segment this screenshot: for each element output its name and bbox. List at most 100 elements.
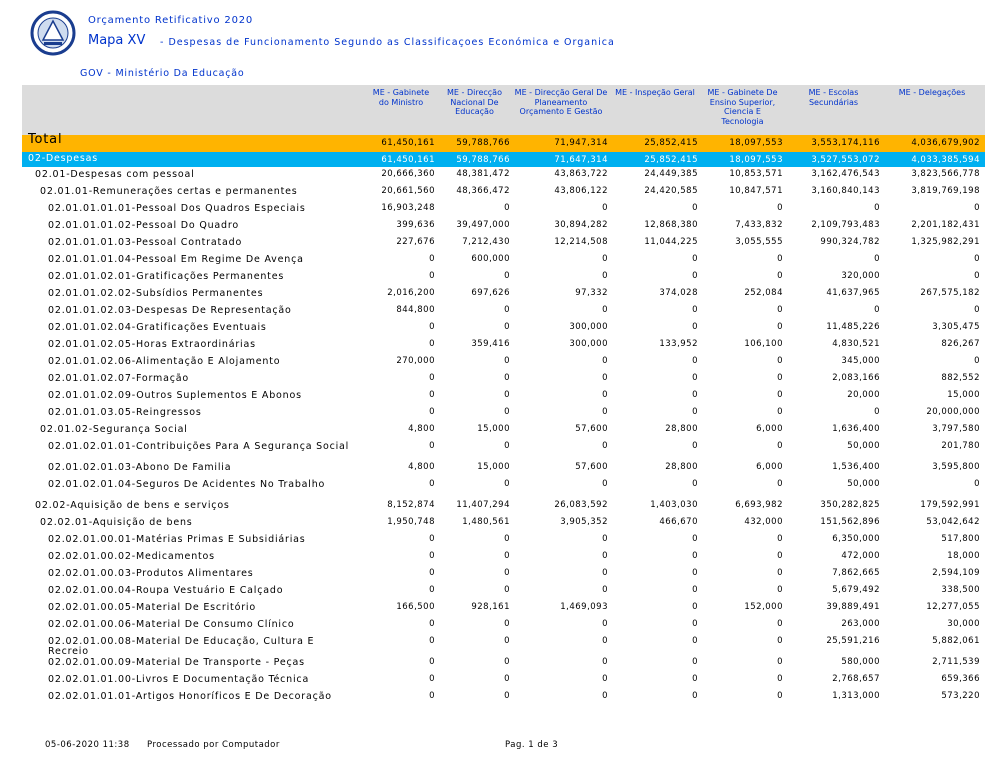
table-row: 02.02.01.00.09-Material De Transporte - … <box>22 655 985 672</box>
cell-value: 6,000 <box>756 424 783 434</box>
cell-value: 0 <box>777 657 783 667</box>
row-label: Total <box>28 132 63 147</box>
cell-value: 0 <box>602 568 608 578</box>
cell-value: 48,366,472 <box>456 186 510 196</box>
cell-value: 0 <box>692 568 698 578</box>
row-label: 02.02.01.00.01-Matérias Primas E Subsidi… <box>48 534 306 545</box>
cell-value: 0 <box>692 657 698 667</box>
cell-value: 600,000 <box>471 254 510 264</box>
row-label: 02.01.01.02.04-Gratificações Eventuais <box>48 322 267 333</box>
row-label: 02.01-Despesas com pessoal <box>35 169 195 180</box>
table-row: 02.01.01-Remunerações certas e permanent… <box>22 184 985 201</box>
cell-value: 24,449,385 <box>644 169 698 179</box>
cell-value: 57,600 <box>575 462 608 472</box>
cell-value: 573,220 <box>941 691 980 701</box>
table-row: 02.02.01.00.05-Material De Escritório 166… <box>22 600 985 617</box>
cell-value: 0 <box>504 657 510 667</box>
cell-value: 0 <box>504 407 510 417</box>
cell-value: 0 <box>777 568 783 578</box>
cell-value: 0 <box>429 534 435 544</box>
table-row: 02.01.01.01.02-Pessoal Do Quadro 399,636 3… <box>22 218 985 235</box>
cell-value: 320,000 <box>841 271 880 281</box>
table-row: 02.02.01-Aquisição de bens 1,950,748 1,480… <box>22 515 985 532</box>
cell-value: 0 <box>874 305 880 315</box>
cell-value: 844,800 <box>396 305 435 315</box>
cell-value: 8,152,874 <box>387 500 435 510</box>
cell-value: 0 <box>602 585 608 595</box>
cell-value: 4,033,385,594 <box>911 155 980 165</box>
cell-value: 59,788,766 <box>456 155 510 165</box>
cell-value: 0 <box>504 479 510 489</box>
report-title: Mapa XV <box>88 33 146 48</box>
row-label: 02.02.01-Aquisição de bens <box>40 517 193 528</box>
cell-value: 0 <box>777 691 783 701</box>
table-row: 02.01.02.01.01-Contribuições Para A Segu… <box>22 439 985 460</box>
cell-value: 0 <box>602 390 608 400</box>
cell-value: 0 <box>777 305 783 315</box>
cell-value: 399,636 <box>396 220 435 230</box>
cell-value: 2,594,109 <box>932 568 980 578</box>
cell-value: 7,212,430 <box>462 237 510 247</box>
cell-value: 30,000 <box>947 619 980 629</box>
cell-value: 3,905,352 <box>560 517 608 527</box>
cell-value: 0 <box>602 271 608 281</box>
cell-value: 25,852,415 <box>644 155 698 165</box>
cell-value: 15,000 <box>947 390 980 400</box>
row-label: 02.01.01.02.01-Gratificações Permanentes <box>48 271 285 282</box>
cell-value: 0 <box>692 390 698 400</box>
cell-value: 0 <box>777 441 783 451</box>
cell-value: 26,083,592 <box>554 500 608 510</box>
row-label: 02.01.01.02.03-Despesas De Representação <box>48 305 292 316</box>
cell-value: 0 <box>692 619 698 629</box>
row-label: 02.01.02.01.03-Abono De Familia <box>48 462 232 473</box>
cell-value: 0 <box>692 674 698 684</box>
cell-value: 5,679,492 <box>832 585 880 595</box>
table-row: 02.02-Aquisição de bens e serviços 8,152,… <box>22 498 985 515</box>
table-row: 02.01.01.01.03-Pessoal Contratado 227,676… <box>22 235 985 252</box>
cell-value: 1,480,561 <box>462 517 510 527</box>
cell-value: 4,036,679,902 <box>911 138 980 148</box>
footer-processed: Processado por Computador <box>147 740 280 750</box>
cell-value: 0 <box>602 551 608 561</box>
report-line: Orçamento Retificativo 2020 <box>88 15 254 26</box>
cell-value: 0 <box>777 322 783 332</box>
cell-value: 3,055,555 <box>735 237 783 247</box>
table-row: 02.02.01.00.04-Roupa Vestuário E Calçado… <box>22 583 985 600</box>
cell-value: 517,800 <box>941 534 980 544</box>
cell-value: 0 <box>974 305 980 315</box>
cell-value: 50,000 <box>847 479 880 489</box>
cell-value: 0 <box>504 390 510 400</box>
cell-value: 0 <box>504 203 510 213</box>
cell-value: 0 <box>692 479 698 489</box>
cell-value: 882,552 <box>941 373 980 383</box>
cell-value: 1,325,982,291 <box>911 237 980 247</box>
cell-value: 0 <box>504 441 510 451</box>
cell-value: 0 <box>602 373 608 383</box>
cell-value: 0 <box>692 691 698 701</box>
cell-value: 53,042,642 <box>926 517 980 527</box>
row-label: 02.02.01.00.04-Roupa Vestuário E Calçado <box>48 585 284 596</box>
cell-value: 0 <box>429 271 435 281</box>
cell-value: 30,894,282 <box>554 220 608 230</box>
cell-value: 18,097,553 <box>729 138 783 148</box>
cell-value: 18,097,553 <box>729 155 783 165</box>
cell-value: 0 <box>777 390 783 400</box>
cell-value: 0 <box>602 636 608 646</box>
cell-value: 0 <box>777 203 783 213</box>
cell-value: 0 <box>504 585 510 595</box>
cell-value: 0 <box>602 674 608 684</box>
cell-value: 0 <box>429 441 435 451</box>
cell-value: 71,647,314 <box>554 155 608 165</box>
cell-value: 3,595,800 <box>932 462 980 472</box>
cell-value: 2,201,182,431 <box>911 220 980 230</box>
cell-value: 466,670 <box>659 517 698 527</box>
cell-value: 0 <box>429 322 435 332</box>
cell-value: 0 <box>692 602 698 612</box>
cell-value: 0 <box>602 441 608 451</box>
cell-value: 0 <box>692 254 698 264</box>
cell-value: 0 <box>504 271 510 281</box>
cell-value: 28,800 <box>665 424 698 434</box>
cell-value: 0 <box>777 373 783 383</box>
row-label: 02.01.01.02.02-Subsídios Permanentes <box>48 288 264 299</box>
cell-value: 43,863,722 <box>554 169 608 179</box>
